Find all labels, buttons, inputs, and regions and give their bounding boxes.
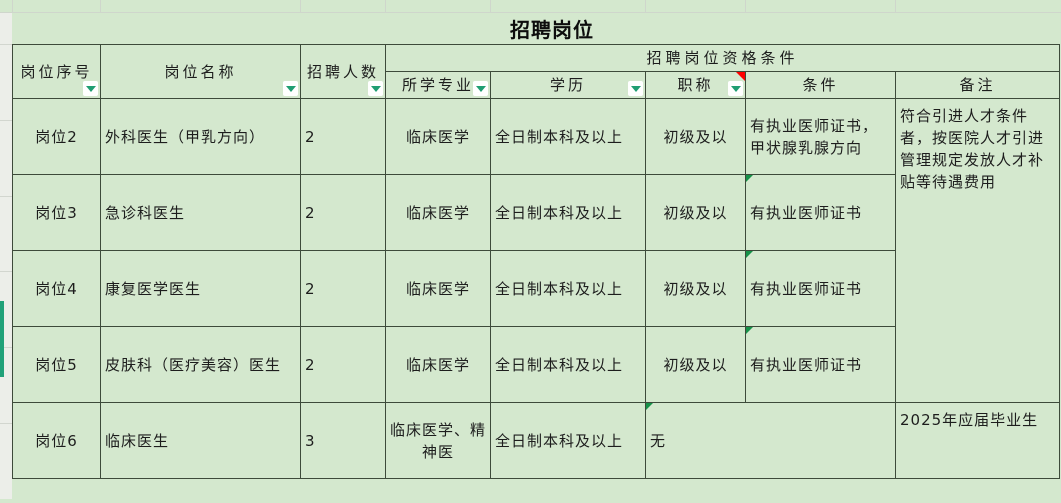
column-header-name-label: 岗位名称 bbox=[164, 62, 237, 81]
recruitment-table: 岗位序号 岗位名称 招聘人数 招聘岗位资格条件 所学专业 bbox=[12, 44, 1060, 479]
cell-note[interactable]: 2025年应届毕业生 bbox=[895, 402, 1060, 479]
table-row[interactable]: 岗位2 外科医生（甲乳方向） 2 临床医学 全日制本科及以上 初级及以 有执业医… bbox=[12, 98, 1060, 403]
cell-condition[interactable]: 有执业医师证书，甲状腺乳腺方向 bbox=[745, 98, 896, 175]
column-header-note[interactable]: 备注 bbox=[895, 71, 1060, 99]
filter-dropdown-icon-count[interactable] bbox=[368, 81, 383, 96]
column-header-seq[interactable]: 岗位序号 bbox=[12, 44, 101, 99]
column-header-count-label: 招聘人数 bbox=[306, 62, 379, 81]
cell-seq[interactable]: 岗位4 bbox=[12, 250, 101, 327]
cell-note-merged[interactable]: 符合引进人才条件者，按医院人才引进管理规定发放人才补贴等待遇费用 bbox=[895, 98, 1060, 403]
column-header-title-label: 职称 bbox=[677, 76, 714, 94]
column-header-seq-label: 岗位序号 bbox=[20, 62, 93, 81]
filter-dropdown-icon-seq[interactable] bbox=[83, 81, 98, 96]
cell-condition[interactable]: 有执业医师证书 bbox=[745, 326, 896, 403]
column-header-name[interactable]: 岗位名称 bbox=[100, 44, 301, 99]
table-row[interactable]: 岗位5 皮肤科（医疗美容）医生 2 临床医学 全日制本科及以上 初级及以 有执业… bbox=[12, 326, 1060, 403]
cell-degree[interactable]: 全日制本科及以上 bbox=[490, 326, 646, 403]
cell-name[interactable]: 康复医学医生 bbox=[100, 250, 301, 327]
column-header-major[interactable]: 所学专业 bbox=[385, 71, 491, 99]
column-header-note-label: 备注 bbox=[959, 76, 996, 94]
cell-major[interactable]: 临床医学 bbox=[385, 250, 491, 327]
cell-count[interactable]: 2 bbox=[300, 174, 386, 251]
column-header-degree[interactable]: 学历 bbox=[490, 71, 646, 99]
row-header-gutter[interactable] bbox=[0, 13, 12, 503]
cell-count[interactable]: 2 bbox=[300, 250, 386, 327]
bottom-edge-clip bbox=[0, 499, 1061, 503]
cell-degree[interactable]: 全日制本科及以上 bbox=[490, 402, 646, 479]
cell-title-condition-merged[interactable]: 无 bbox=[645, 402, 896, 479]
filter-dropdown-icon-major[interactable] bbox=[473, 81, 488, 96]
cell-title[interactable]: 初级及以 bbox=[645, 174, 746, 251]
cell-seq[interactable]: 岗位2 bbox=[12, 98, 101, 175]
filter-dropdown-icon-title[interactable] bbox=[728, 81, 743, 96]
cell-title[interactable]: 初级及以 bbox=[645, 98, 746, 175]
cell-condition-text: 有执业医师证书 bbox=[750, 279, 863, 298]
smart-tag-icon bbox=[746, 251, 753, 258]
column-header-condition-label: 条件 bbox=[802, 76, 839, 94]
cell-count[interactable]: 3 bbox=[300, 402, 386, 479]
page-title: 招聘岗位 bbox=[510, 18, 594, 42]
table-row[interactable]: 岗位3 急诊科医生 2 临床医学 全日制本科及以上 初级及以 有执业医师证书 bbox=[12, 174, 1060, 251]
cell-title[interactable]: 初级及以 bbox=[645, 250, 746, 327]
cell-name[interactable]: 临床医生 bbox=[100, 402, 301, 479]
column-header-title[interactable]: 职称 bbox=[645, 71, 746, 99]
column-header-count[interactable]: 招聘人数 bbox=[300, 44, 386, 99]
cell-major[interactable]: 临床医学 bbox=[385, 174, 491, 251]
table-row[interactable]: 岗位6 临床医生 3 临床医学、精神医 全日制本科及以上 无 2025年应届毕业… bbox=[12, 402, 1060, 479]
cell-title[interactable]: 初级及以 bbox=[645, 326, 746, 403]
cell-seq[interactable]: 岗位3 bbox=[12, 174, 101, 251]
cell-condition[interactable]: 有执业医师证书 bbox=[745, 174, 896, 251]
cell-degree[interactable]: 全日制本科及以上 bbox=[490, 250, 646, 327]
table-header-row-bottom: 所学专业 学历 职称 条件 备注 bbox=[13, 71, 1060, 99]
cell-condition[interactable]: 有执业医师证书 bbox=[745, 250, 896, 327]
cell-name[interactable]: 外科医生（甲乳方向） bbox=[100, 98, 301, 175]
column-header-degree-label: 学历 bbox=[549, 76, 586, 94]
cell-degree[interactable]: 全日制本科及以上 bbox=[490, 98, 646, 175]
cell-name[interactable]: 急诊科医生 bbox=[100, 174, 301, 251]
cell-degree[interactable]: 全日制本科及以上 bbox=[490, 174, 646, 251]
cell-major[interactable]: 临床医学 bbox=[385, 326, 491, 403]
sheet-title-row: 招聘岗位 bbox=[12, 13, 1061, 44]
table-row[interactable]: 岗位4 康复医学医生 2 临床医学 全日制本科及以上 初级及以 有执业医师证书 bbox=[12, 250, 1060, 327]
column-header-condition[interactable]: 条件 bbox=[745, 71, 896, 99]
column-header-group-label: 招聘岗位资格条件 bbox=[646, 49, 799, 67]
cell-title-condition-text: 无 bbox=[650, 431, 667, 450]
cell-seq[interactable]: 岗位5 bbox=[12, 326, 101, 403]
filter-dropdown-icon-name[interactable] bbox=[283, 81, 298, 96]
filter-dropdown-icon-degree[interactable] bbox=[628, 81, 643, 96]
cell-name[interactable]: 皮肤科（医疗美容）医生 bbox=[100, 326, 301, 403]
cell-major[interactable]: 临床医学、精神医 bbox=[385, 402, 491, 479]
comment-marker-icon-title bbox=[736, 72, 745, 81]
smart-tag-icon bbox=[746, 327, 753, 334]
column-header-major-label: 所学专业 bbox=[401, 76, 474, 94]
smart-tag-icon bbox=[646, 403, 653, 410]
table-header-row-top: 岗位序号 岗位名称 招聘人数 招聘岗位资格条件 bbox=[12, 44, 1060, 99]
cell-count[interactable]: 2 bbox=[300, 326, 386, 403]
top-partial-row bbox=[0, 0, 1061, 13]
active-row-selection-indicator bbox=[0, 301, 4, 377]
column-header-group-qualifications: 招聘岗位资格条件 bbox=[385, 44, 1060, 72]
cell-condition-text: 有执业医师证书 bbox=[750, 203, 863, 222]
smart-tag-icon bbox=[746, 175, 753, 182]
cell-count[interactable]: 2 bbox=[300, 98, 386, 175]
cell-condition-text: 有执业医师证书 bbox=[750, 355, 863, 374]
cell-seq[interactable]: 岗位6 bbox=[12, 402, 101, 479]
cell-major[interactable]: 临床医学 bbox=[385, 98, 491, 175]
